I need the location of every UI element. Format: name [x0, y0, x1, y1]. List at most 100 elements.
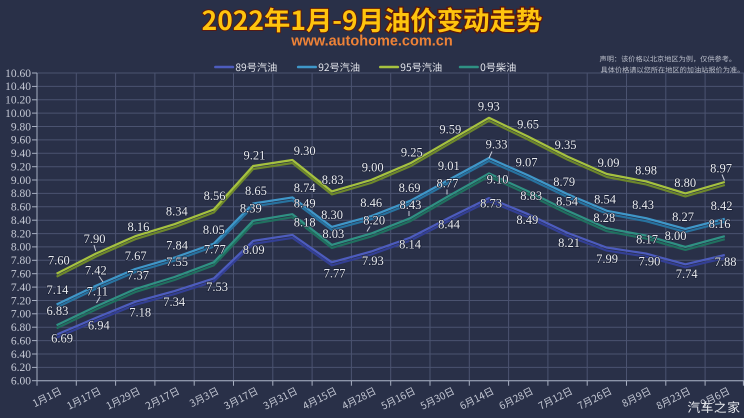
svg-text:8.16: 8.16 — [709, 217, 731, 231]
svg-text:8.54: 8.54 — [556, 194, 579, 208]
svg-text:7.88: 7.88 — [715, 255, 737, 269]
svg-text:7.20: 7.20 — [11, 295, 31, 307]
svg-text:8.97: 8.97 — [710, 162, 732, 176]
svg-text:8.49: 8.49 — [516, 213, 538, 227]
svg-text:9.40: 9.40 — [11, 148, 31, 160]
svg-text:7.93: 7.93 — [362, 254, 384, 268]
svg-text:10.00: 10.00 — [5, 108, 31, 120]
svg-text:7.55: 7.55 — [166, 255, 188, 269]
svg-text:8.80: 8.80 — [674, 176, 696, 190]
svg-text:7.90: 7.90 — [638, 255, 660, 269]
svg-text:7.84: 7.84 — [166, 239, 189, 253]
svg-text:6.60: 6.60 — [11, 335, 31, 347]
svg-text:95号汽油: 95号汽油 — [400, 59, 442, 74]
svg-text:8.00: 8.00 — [11, 242, 31, 254]
svg-text:7.42: 7.42 — [85, 263, 107, 277]
svg-text:8.20: 8.20 — [363, 214, 385, 228]
svg-text:9.09: 9.09 — [598, 156, 620, 170]
svg-text:8.46: 8.46 — [360, 196, 382, 210]
svg-text:8.98: 8.98 — [635, 163, 657, 177]
svg-text:8.43: 8.43 — [632, 198, 654, 212]
svg-text:8.03: 8.03 — [322, 227, 344, 241]
svg-text:7.67: 7.67 — [125, 249, 147, 263]
svg-text:7.74: 7.74 — [676, 267, 699, 281]
svg-text:9.20: 9.20 — [11, 162, 31, 174]
svg-text:9.21: 9.21 — [243, 149, 265, 163]
svg-text:92号汽油: 92号汽油 — [318, 59, 360, 74]
svg-text:6.80: 6.80 — [11, 322, 31, 334]
svg-text:8.09: 8.09 — [243, 243, 265, 257]
svg-text:7.40: 7.40 — [11, 282, 31, 294]
svg-text:9.80: 9.80 — [11, 121, 31, 133]
svg-text:8.79: 8.79 — [553, 175, 575, 189]
svg-text:8.21: 8.21 — [558, 236, 580, 250]
svg-text:9.00: 9.00 — [11, 175, 31, 187]
svg-text:8.16: 8.16 — [127, 220, 149, 234]
svg-text:8.14: 8.14 — [399, 237, 422, 251]
svg-text:7.99: 7.99 — [596, 252, 618, 266]
svg-text:9.93: 9.93 — [478, 100, 500, 114]
svg-text:8.74: 8.74 — [294, 181, 317, 195]
svg-text:8.40: 8.40 — [11, 215, 31, 227]
svg-text:10.20: 10.20 — [5, 95, 31, 107]
svg-text:8.54: 8.54 — [594, 192, 617, 206]
svg-text:8.00: 8.00 — [665, 229, 687, 243]
svg-text:6.40: 6.40 — [11, 349, 31, 361]
svg-text:8.73: 8.73 — [480, 196, 502, 210]
svg-text:8.65: 8.65 — [245, 184, 267, 198]
svg-text:9.00: 9.00 — [362, 161, 384, 175]
svg-text:8.80: 8.80 — [11, 188, 31, 200]
svg-text:8.43: 8.43 — [399, 198, 421, 212]
svg-text:6.00: 6.00 — [11, 376, 31, 388]
svg-text:8.05: 8.05 — [203, 223, 225, 237]
svg-text:9.01: 9.01 — [438, 159, 460, 173]
svg-text:6.69: 6.69 — [51, 331, 73, 345]
svg-text:7.90: 7.90 — [84, 232, 106, 246]
svg-text:7.14: 7.14 — [46, 283, 69, 297]
svg-text:www.autohome.com.cn: www.autohome.com.cn — [290, 34, 452, 50]
svg-text:89号汽油: 89号汽油 — [235, 59, 277, 74]
svg-text:9.10: 9.10 — [487, 172, 509, 186]
svg-text:8.39: 8.39 — [240, 201, 262, 215]
svg-text:8.28: 8.28 — [593, 211, 615, 225]
svg-text:7.80: 7.80 — [11, 255, 31, 267]
svg-text:2022年1月-9月油价变动走势: 2022年1月-9月油价变动走势 — [202, 0, 543, 38]
svg-text:7.77: 7.77 — [324, 267, 346, 281]
svg-text:9.35: 9.35 — [555, 138, 577, 152]
svg-text:10.60: 10.60 — [5, 68, 31, 80]
svg-text:7.77: 7.77 — [204, 243, 226, 257]
svg-text:7.11: 7.11 — [87, 285, 108, 299]
svg-text:8.83: 8.83 — [322, 173, 344, 187]
svg-text:8.20: 8.20 — [11, 228, 31, 240]
svg-text:8.34: 8.34 — [166, 204, 189, 218]
svg-text:9.65: 9.65 — [517, 117, 539, 131]
svg-text:8.44: 8.44 — [438, 217, 461, 231]
svg-text:9.60: 9.60 — [11, 135, 31, 147]
svg-text:6.94: 6.94 — [88, 319, 111, 333]
svg-text:9.07: 9.07 — [516, 155, 538, 169]
svg-text:8.30: 8.30 — [321, 208, 343, 222]
svg-text:8.18: 8.18 — [294, 216, 316, 230]
svg-text:9.59: 9.59 — [439, 123, 461, 137]
svg-text:具体价格请以您所在地区的加油站报价为准。: 具体价格请以您所在地区的加油站报价为准。 — [601, 66, 744, 76]
svg-text:9.30: 9.30 — [294, 144, 316, 158]
svg-text:汽车之家: 汽车之家 — [687, 397, 740, 416]
svg-text:8.83: 8.83 — [520, 189, 542, 203]
svg-text:10.40: 10.40 — [5, 81, 31, 93]
svg-text:7.00: 7.00 — [11, 309, 31, 321]
svg-text:8.42: 8.42 — [711, 199, 733, 213]
svg-text:8.56: 8.56 — [204, 189, 226, 203]
svg-text:6.20: 6.20 — [11, 362, 31, 374]
svg-text:9.25: 9.25 — [401, 146, 423, 160]
svg-text:9.33: 9.33 — [486, 138, 508, 152]
svg-text:0号柴油: 0号柴油 — [480, 59, 516, 74]
svg-text:8.60: 8.60 — [11, 202, 31, 214]
svg-text:7.34: 7.34 — [163, 295, 186, 309]
svg-text:8.49: 8.49 — [294, 197, 316, 211]
svg-text:7.60: 7.60 — [11, 269, 31, 281]
svg-text:8.17: 8.17 — [636, 232, 658, 246]
svg-text:6.83: 6.83 — [46, 304, 68, 318]
svg-text:8.27: 8.27 — [672, 210, 694, 224]
svg-text:7.37: 7.37 — [127, 268, 149, 282]
svg-text:8.69: 8.69 — [399, 181, 421, 195]
